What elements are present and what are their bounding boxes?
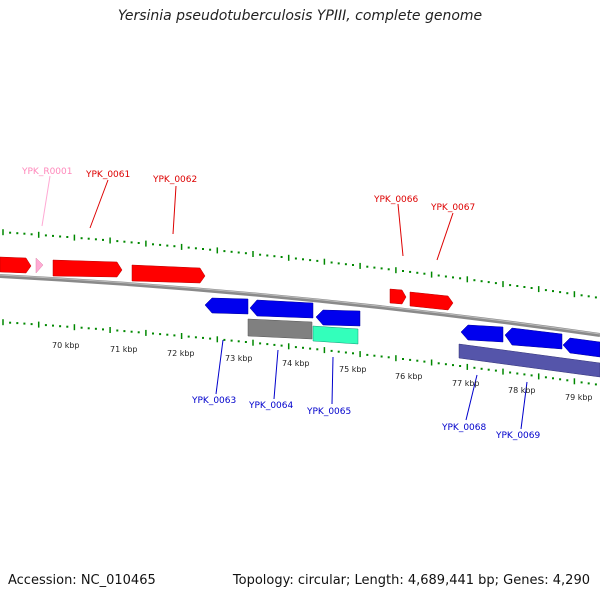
gene-label-ypk-0062[interactable]: YPK_0062 <box>152 175 197 185</box>
genome-title: Yersinia pseudotuberculosis YPIII, compl… <box>117 8 483 24</box>
gene-label-ypk-0061[interactable]: YPK_0061 <box>85 170 130 180</box>
label-leaders <box>41 175 528 430</box>
feature-green-bar[interactable] <box>312 325 359 345</box>
accession-text: Accession: NC_010465 <box>8 573 156 588</box>
scale-label: 79 kbp <box>565 393 593 402</box>
scale-label: 71 kbp <box>110 345 138 354</box>
gene-ypk-0067-arrow[interactable] <box>409 291 454 311</box>
rna-r0001-arrow[interactable] <box>35 257 44 274</box>
gene-ypk-0064-arrow[interactable] <box>249 299 314 319</box>
gene-ypk-0066-arrow[interactable] <box>389 288 407 305</box>
gene-ypk-0069-arrow[interactable] <box>504 327 563 350</box>
scale-label: 72 kbp <box>167 349 195 358</box>
gene-forward-arrow[interactable] <box>0 256 32 274</box>
gene-label-ypk-r0001[interactable]: YPK_R0001 <box>21 167 72 177</box>
scale-label: 77 kbp <box>452 379 480 388</box>
gene-ypk-0063-arrow[interactable] <box>204 297 249 315</box>
gene-label-ypk-0068[interactable]: YPK_0068 <box>441 423 487 433</box>
gene-label-ypk-0066[interactable]: YPK_0066 <box>373 195 419 205</box>
genome-backbone <box>0 274 600 337</box>
gene-label-ypk-0063[interactable]: YPK_0063 <box>191 396 236 406</box>
outer-tick-ring <box>2 229 597 299</box>
gene-ypk-0061-arrow[interactable] <box>52 259 123 278</box>
gene-label-ypk-0065[interactable]: YPK_0065 <box>306 407 351 417</box>
topology-summary: Topology: circular; Length: 4,689,441 bp… <box>232 573 590 588</box>
scale-label: 76 kbp <box>395 372 423 381</box>
gene-ypk-0062-arrow[interactable] <box>131 264 206 284</box>
gene-label-ypk-0069[interactable]: YPK_0069 <box>495 431 541 441</box>
gene-label-ypk-0067[interactable]: YPK_0067 <box>430 203 475 213</box>
gene-reverse-arrow[interactable] <box>562 337 600 358</box>
scale-label: 70 kbp <box>52 341 80 350</box>
gene-label-ypk-0064[interactable]: YPK_0064 <box>248 401 294 411</box>
inner-tick-ring <box>2 319 597 386</box>
scale-label: 74 kbp <box>282 359 310 368</box>
scale-label: 78 kbp <box>508 386 536 395</box>
scale-label: 75 kbp <box>339 365 367 374</box>
gene-ypk-0065-arrow[interactable] <box>315 309 361 327</box>
scale-label: 73 kbp <box>225 354 253 363</box>
feature-purple-bar[interactable] <box>458 343 600 378</box>
genome-backbone-highlight <box>0 274 600 335</box>
gene-ypk-0068-arrow[interactable] <box>460 324 504 343</box>
feature-gray-bar[interactable] <box>247 318 313 340</box>
